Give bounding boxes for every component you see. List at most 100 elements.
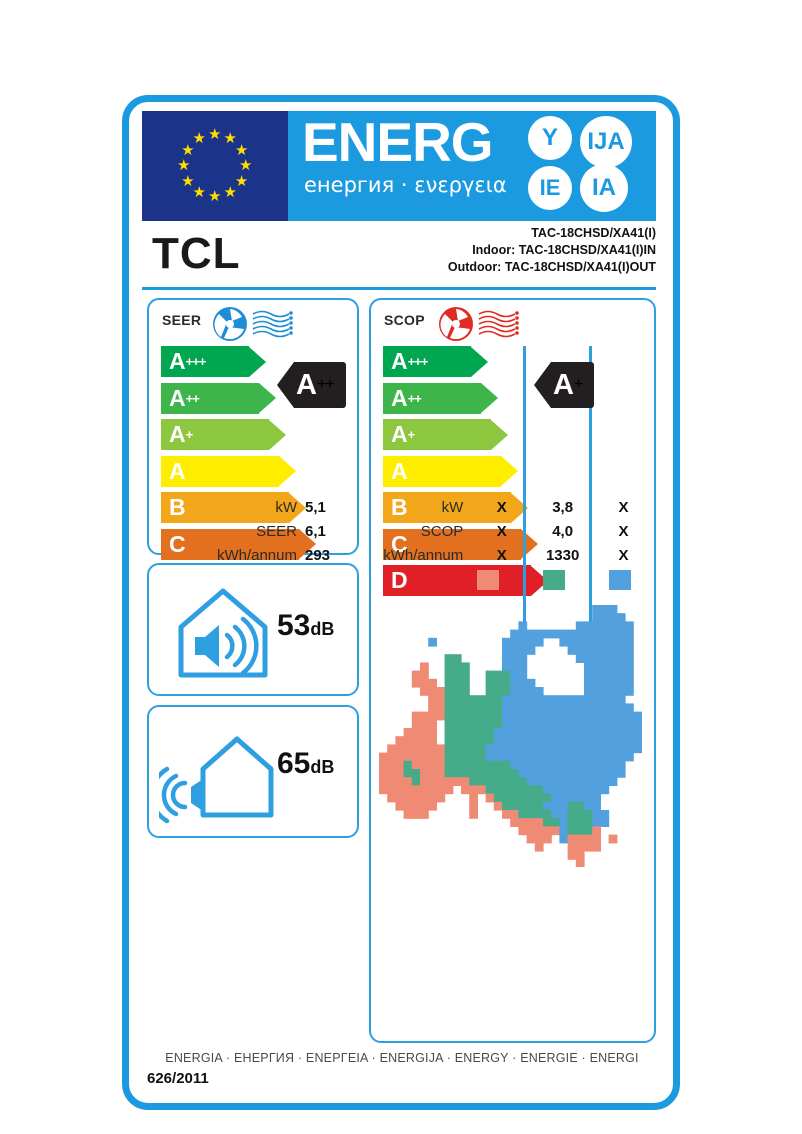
badge-ija: IJA [580,116,632,168]
scop-value-warmer: X [496,546,507,564]
seer-values: kW 5,1 SEER 6,1 kWh/annum 293 [149,495,349,567]
energy-class-arrow: B [383,492,548,523]
language-badges: Y IJA IE IA [522,116,650,216]
scop-value-average: 3,8 [552,498,574,516]
header-divider [142,287,656,290]
indoor-noise-panel: 53dB [147,563,359,696]
energy-class-arrow: A + [161,419,326,450]
eu-star-icon: ★ [192,183,206,201]
outdoor-db-number: 65 [277,747,311,780]
climate-divider-2 [589,346,592,676]
label-footer: ENERGIA · ЕНЕРГИЯ · ΕΝΕΡΓΕΙΑ · ENERGIJA … [147,1051,657,1087]
badge-ie: IE [528,166,572,210]
energ-banner: ENERG енергия · ενεργεια Y IJA IE IA [288,111,656,221]
seer-rating-marker: A ++ [277,362,346,408]
house-speaker-inside-icon [171,579,275,688]
indoor-db-unit: dB [310,619,335,639]
energy-class-letter: D [391,567,408,593]
eu-star-icon: ★ [223,183,237,201]
energy-class-arrow: A ++ [383,382,548,414]
fan-red-icon [437,305,557,348]
model-block: TAC-18CHSD/XA41(I) Indoor: TAC-18CHSD/XA… [448,225,656,276]
eu-star-icon: ★ [223,130,237,148]
eu-star-icon: ★ [177,157,191,174]
indoor-noise-value: 53dB [277,609,334,643]
energy-class-plus: +++ [185,354,207,369]
fan-blue-icon [211,305,331,348]
badge-y: Y [528,116,572,160]
energ-wordmark: ENERG [302,111,494,173]
model-outdoor: Outdoor: TAC-18CHSD/XA41(I)OUT [447,260,656,274]
scop-value-row: kW X 3,8 X [371,495,654,519]
model-indoor: Indoor: TAC-18CHSD/XA41(I)IN [472,243,656,257]
eu-star-icon: ★ [208,126,222,143]
eu-star-icon: ★ [234,141,249,159]
scop-panel: SCOP A +++ A ++ A + A B C D A + kW X 3, [369,298,656,1043]
eu-flag-icon: ★ ★ ★ ★ ★ ★ ★ ★ ★ ★ ★ ★ [142,111,288,221]
seer-title: SEER [162,312,202,328]
seer-value-row: kWh/annum 293 [149,543,349,567]
footer-regulation: 626/2011 [147,1070,209,1087]
outdoor-noise-panel: 65dB [147,705,359,838]
energy-label: ★ ★ ★ ★ ★ ★ ★ ★ ★ ★ ★ ★ ENERG енергия · ενεργεια Y … [122,95,680,1110]
seer-value-number: 293 [305,546,331,564]
scop-value-colder: X [618,522,629,540]
label-header: ★ ★ ★ ★ ★ ★ ★ ★ ★ ★ ★ ★ ENERG енергия · ενεργεια Y … [142,111,656,221]
climate-divider-1 [523,346,526,676]
scop-value-row: kWh/annum X 1330 X [371,543,654,567]
scop-rating-plus: + [573,376,583,393]
scop-value-label: SCOP [420,522,464,540]
scop-value-colder: X [618,498,629,516]
seer-rating-plus: ++ [316,376,335,393]
energy-class-plus: +++ [407,354,429,369]
scop-value-label: kWh/annum [383,546,464,564]
energy-class-arrow: A [383,455,548,487]
scop-value-label: kW [441,498,464,516]
scop-class-scale: A +++ A ++ A + A B C D [383,346,548,602]
outdoor-db-unit: dB [310,757,335,777]
outdoor-noise-value: 65dB [277,747,334,781]
energy-class-letter: A [169,348,186,374]
seer-value-label: kW [275,498,297,516]
eu-star-icon: ★ [192,130,206,148]
footer-languages: ENERGIA · ЕНЕРГИЯ · ΕΝΕΡΓΕΙΑ · ENERGIJA … [165,1051,639,1065]
energy-class-letter: A [169,384,186,411]
energ-subtitle: енергия · ενεργεια [304,173,507,197]
energy-class-letter: A [391,384,408,411]
badge-ia: IA [580,164,628,212]
seer-value-row: kW 5,1 [149,495,349,519]
energy-class-plus: + [185,427,194,442]
brand-logo: TCL [152,229,241,278]
scop-value-average: 1330 [545,546,580,564]
energy-class-letter: A [391,457,408,484]
indoor-db-number: 53 [277,609,311,642]
energy-class-letter: C [391,530,408,557]
scop-value-row: SCOP X 4,0 X [371,519,654,543]
eu-star-icon: ★ [239,157,253,174]
seer-value-label: kWh/annum [216,546,297,564]
energy-class-arrow: A +++ [383,346,548,377]
seer-value-number: 5,1 [305,498,326,516]
energy-class-plus: ++ [185,390,200,406]
seer-rating-letter: A [296,368,317,401]
energy-class-letter: A [391,348,408,374]
eu-star-icon: ★ [234,172,249,190]
brand-row: TCL TAC-18CHSD/XA41(I) Indoor: TAC-18CHS… [142,223,656,285]
eu-star-icon: ★ [208,188,222,205]
energy-class-letter: B [169,494,186,520]
energy-class-arrow: A [161,455,326,487]
swatch-warmer [477,570,499,590]
energy-class-letter: A [391,421,408,447]
energy-class-plus: + [407,427,416,442]
energy-class-arrow: C [383,528,548,560]
energy-class-letter: A [169,457,186,484]
scop-rating-letter: A [553,368,574,401]
swatch-colder [609,570,631,590]
energy-class-arrow: B [161,492,326,523]
model-name: TAC-18CHSD/XA41(I) [531,226,656,240]
seer-value-number: 6,1 [305,522,326,540]
scop-value-warmer: X [496,498,507,516]
house-speaker-outside-icon [149,725,283,830]
